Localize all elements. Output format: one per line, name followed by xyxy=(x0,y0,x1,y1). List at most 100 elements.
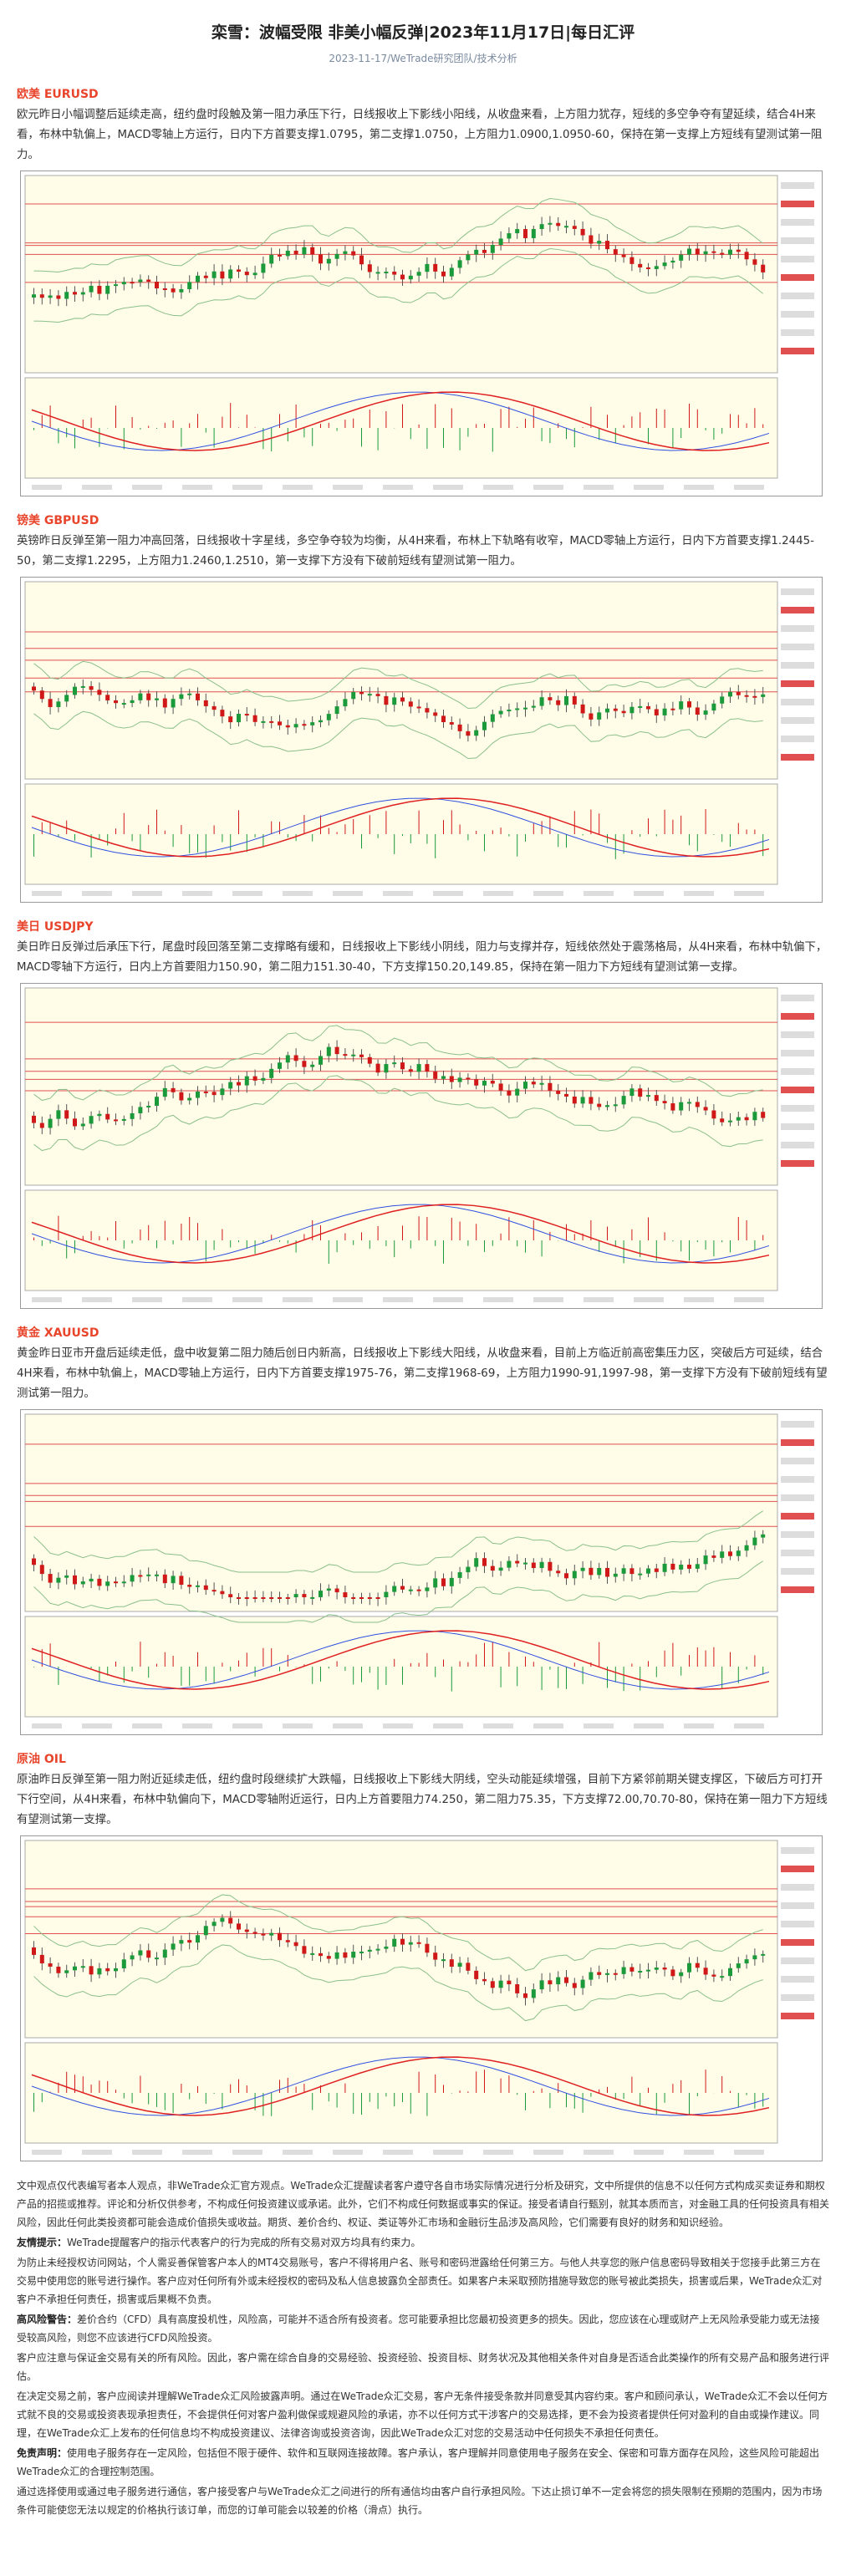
candle xyxy=(326,1956,331,1959)
time-tag xyxy=(584,1297,614,1302)
candle xyxy=(416,706,421,709)
sections: 欧美 EURUSD 欧元昨日小幅调整后延续走高，纽约盘时段触及第一阻力承压下行，日… xyxy=(17,85,829,2161)
section-text: 原油昨日反弹至第一阻力附近延续走低，纽约盘时段继续扩大跌幅，日线报收上下影线大阴… xyxy=(17,1774,828,1826)
candle xyxy=(179,1576,184,1586)
time-tag xyxy=(734,1297,764,1302)
candle xyxy=(121,1581,126,1584)
axis-tag xyxy=(781,1902,814,1909)
candle xyxy=(310,1952,315,1955)
candle xyxy=(351,1597,356,1599)
band xyxy=(33,660,763,710)
candle xyxy=(351,691,356,700)
candle xyxy=(523,229,527,238)
candle xyxy=(293,1055,298,1061)
candle xyxy=(539,1561,544,1569)
candle xyxy=(572,1096,577,1104)
time-tag xyxy=(82,2150,112,2155)
candle xyxy=(32,294,36,298)
candle xyxy=(179,1940,184,1944)
time-tag xyxy=(383,891,413,896)
time-tag xyxy=(182,1297,212,1302)
candle xyxy=(720,1551,725,1558)
candle xyxy=(130,1112,135,1119)
candle xyxy=(375,1063,380,1073)
candle xyxy=(39,294,44,298)
candle xyxy=(162,288,167,291)
candle xyxy=(457,1572,462,1578)
candle xyxy=(646,1095,650,1097)
candle xyxy=(130,1575,135,1582)
section: 镑美 GBPUSD 英镑昨日反弹至第一阻力冲高回落，日线报收十字星线，多空争夺较为… xyxy=(17,512,829,903)
candle xyxy=(228,269,233,279)
time-tag xyxy=(182,485,212,490)
candle xyxy=(646,1568,650,1574)
time-tag xyxy=(82,1723,112,1728)
time-tag xyxy=(333,2150,363,2155)
axis-tag xyxy=(781,1013,814,1020)
candle xyxy=(539,697,544,706)
candle xyxy=(613,1573,618,1577)
candle xyxy=(744,252,749,260)
chart-image xyxy=(20,983,823,1309)
candle xyxy=(89,685,94,690)
candle xyxy=(32,1115,36,1123)
chart-image xyxy=(20,1409,823,1735)
candle xyxy=(474,1558,479,1567)
candle xyxy=(597,1103,602,1107)
candle xyxy=(703,710,708,715)
candle xyxy=(507,709,512,711)
candle xyxy=(228,1594,233,1597)
time-tag xyxy=(533,1723,563,1728)
candle xyxy=(744,1959,749,1964)
candle xyxy=(359,691,364,695)
disclaimer-paragraph: 免责声明：使用电子服务存在一定风险，包括但不限于硬件、软件和互联网连接故障。客户… xyxy=(17,2444,829,2481)
candle xyxy=(425,263,430,272)
candle xyxy=(334,253,339,259)
candle xyxy=(32,1558,36,1565)
candle xyxy=(556,1090,561,1094)
candle xyxy=(89,1578,94,1582)
time-tag xyxy=(483,1297,513,1302)
candle xyxy=(244,714,249,716)
candle xyxy=(39,690,44,700)
candle xyxy=(564,1977,568,1983)
candle xyxy=(319,254,323,264)
candle xyxy=(252,715,257,722)
candle xyxy=(441,1578,446,1586)
candle xyxy=(80,1581,85,1585)
candle xyxy=(121,1118,126,1121)
time-tag xyxy=(232,1723,262,1728)
candle xyxy=(711,1110,716,1119)
candle xyxy=(39,1954,44,1964)
candle xyxy=(114,1119,118,1122)
candle xyxy=(605,241,609,250)
candle xyxy=(728,1968,732,1977)
time-tag xyxy=(684,1723,714,1728)
time-tag xyxy=(634,1297,664,1302)
candle xyxy=(728,1551,732,1556)
candle xyxy=(114,1968,118,1972)
candle xyxy=(80,1966,85,1968)
time-tag xyxy=(483,485,513,490)
candle xyxy=(761,1112,766,1118)
candle xyxy=(179,288,184,293)
axis-tag xyxy=(781,1550,814,1556)
time-tag xyxy=(584,485,614,490)
section-title: 镑美 GBPUSD xyxy=(17,514,99,527)
candle xyxy=(531,705,536,708)
candle xyxy=(293,1942,298,1947)
candle xyxy=(343,1952,348,1958)
candle xyxy=(679,1565,684,1570)
axis-tag xyxy=(781,995,814,1001)
candle xyxy=(507,1090,512,1096)
time-tag xyxy=(734,891,764,896)
price-pane xyxy=(24,175,778,374)
section-text: 欧元昨日小幅调整后延续走高，纽约盘时段触及第一阻力承压下行，日线报收上下影线小阳… xyxy=(17,109,823,161)
time-tag xyxy=(232,2150,262,2155)
time-tag xyxy=(32,485,62,490)
candle xyxy=(252,1076,257,1081)
candle xyxy=(752,695,757,698)
candle xyxy=(605,708,609,713)
candle xyxy=(474,1079,479,1086)
candle xyxy=(187,693,192,695)
